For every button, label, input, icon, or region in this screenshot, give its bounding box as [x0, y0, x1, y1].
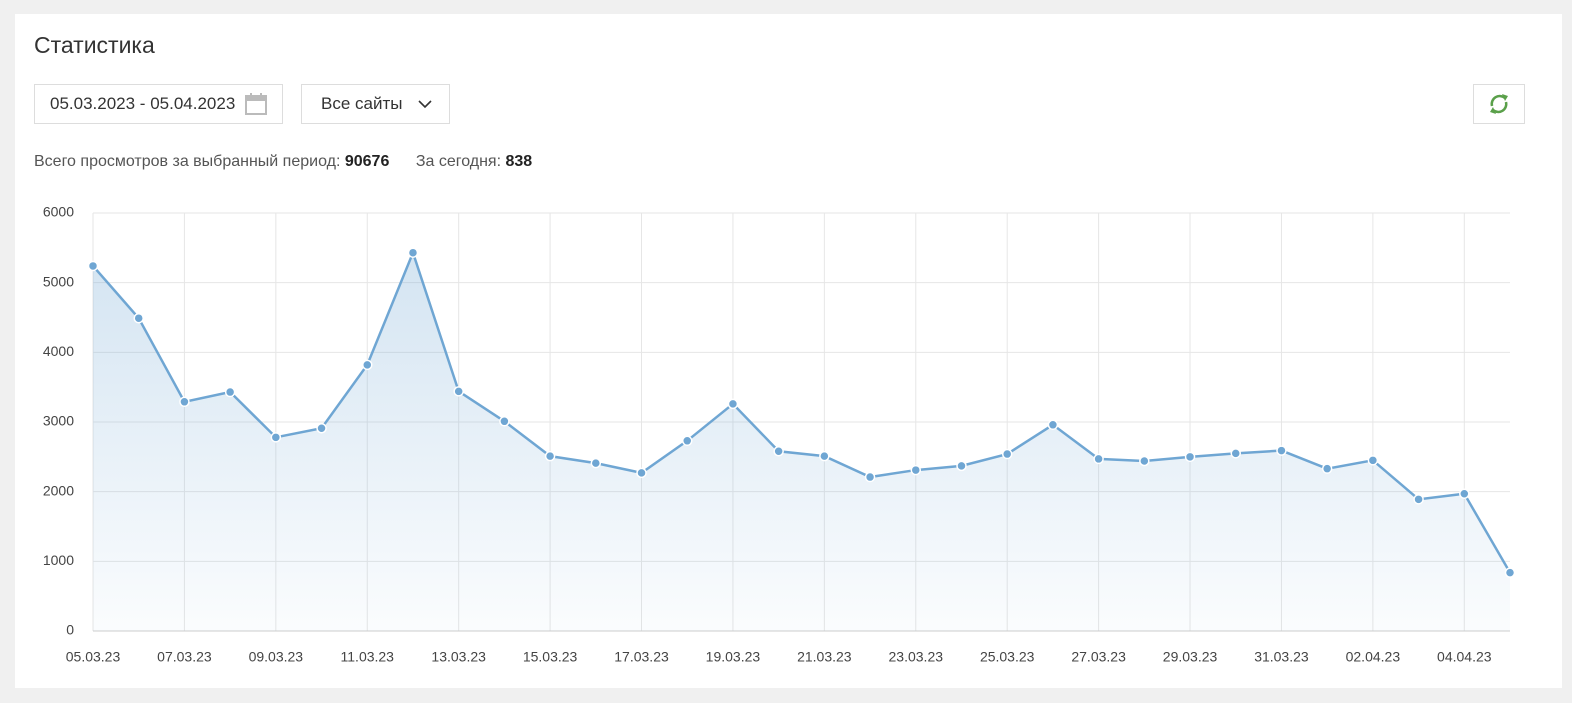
data-point: [407, 247, 419, 258]
total-label: Всего просмотров за выбранный период:: [34, 153, 341, 170]
y-tick-label: 4000: [43, 343, 74, 359]
data-point: [179, 396, 190, 408]
data-point: [1276, 445, 1287, 456]
site-select[interactable]: Все сайты: [301, 84, 450, 124]
data-point: [1230, 448, 1241, 459]
data-point: [87, 260, 99, 272]
data-point: [453, 386, 464, 397]
y-tick-label: 5000: [43, 273, 74, 289]
data-point: [1001, 448, 1013, 460]
x-tick-label: 02.04.23: [1346, 649, 1401, 665]
calendar-icon: [245, 93, 268, 115]
y-tick-label: 6000: [43, 204, 74, 220]
data-point: [544, 450, 556, 462]
title: Статистика: [34, 32, 155, 58]
data-point: [1459, 488, 1470, 500]
data-point: [224, 386, 236, 398]
x-tick-label: 29.03.23: [1163, 649, 1218, 665]
chevron-icon: [418, 100, 433, 109]
data-point: [1047, 419, 1059, 431]
y-tick-label: 2000: [43, 482, 74, 498]
data-point: [1367, 455, 1379, 466]
x-tick-label: 21.03.23: [797, 649, 852, 665]
data-point: [316, 423, 327, 434]
y-tick-label: 1000: [43, 552, 74, 568]
data-point: [1184, 451, 1196, 463]
data-point: [910, 464, 922, 476]
summary: Всего просмотров за выбранный период: 90…: [34, 153, 532, 171]
x-tick-label: 05.03.23: [66, 649, 121, 665]
x-tick-label: 19.03.23: [706, 649, 761, 665]
site-select-label: Все сайты: [321, 94, 403, 113]
area-fill: [93, 252, 1510, 631]
x-tick-label: 13.03.23: [431, 649, 486, 665]
data-point: [819, 450, 830, 462]
data-point: [133, 312, 144, 324]
data-point: [1139, 455, 1150, 467]
x-tick-label: 09.03.23: [249, 649, 304, 665]
data-point: [1504, 567, 1516, 578]
x-tick-label: 07.03.23: [157, 649, 212, 665]
refresh-icon: [1490, 94, 1508, 114]
data-point: [1413, 494, 1424, 505]
data-point: [727, 398, 739, 410]
data-point: [590, 457, 602, 469]
y-tick-label: 0: [66, 622, 74, 638]
total-value: 90676: [344, 153, 390, 170]
x-tick-label: 31.03.23: [1254, 649, 1309, 665]
x-tick-label: 17.03.23: [614, 649, 669, 665]
today-label: За сегодня:: [415, 153, 502, 170]
x-tick-label: 23.03.23: [889, 649, 944, 665]
data-point: [1321, 463, 1333, 474]
line: [92, 249, 1512, 574]
x-tick-label: 25.03.23: [980, 649, 1035, 665]
data-point: [636, 467, 647, 479]
today-value: 838: [505, 153, 533, 170]
data-point: [864, 471, 876, 483]
date-range: 05.03.2023 - 05.04.2023: [50, 94, 236, 113]
x-tick-label: 04.04.23: [1437, 649, 1492, 665]
refresh-button[interactable]: [1473, 84, 1525, 124]
date-range-input[interactable]: 05.03.2023 - 05.04.2023: [34, 84, 283, 124]
x-tick-label: 11.03.23: [341, 649, 395, 665]
x-tick-label: 15.03.23: [523, 649, 578, 665]
data-point: [1093, 453, 1104, 465]
data-point: [499, 416, 510, 427]
data-point: [362, 359, 373, 371]
data-point: [270, 432, 282, 443]
data-point: [681, 435, 693, 447]
data-point: [956, 460, 967, 472]
x-tick-label: 27.03.23: [1071, 649, 1126, 665]
y-tick-label: 3000: [43, 413, 74, 429]
data-point: [773, 446, 784, 457]
